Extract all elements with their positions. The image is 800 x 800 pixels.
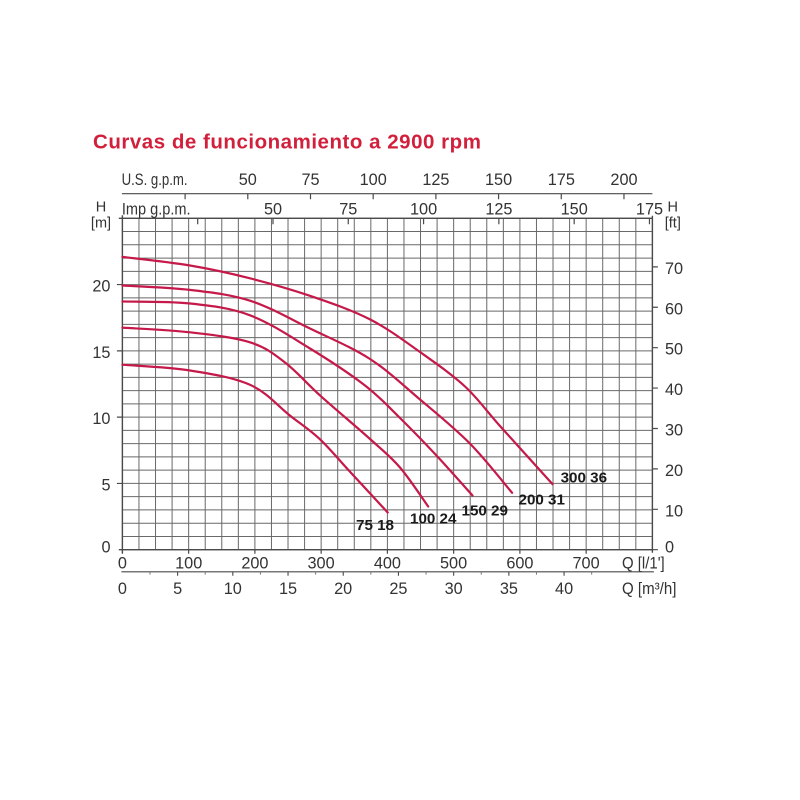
svg-text:20: 20: [92, 278, 110, 296]
svg-text:200: 200: [241, 554, 268, 572]
svg-text:20: 20: [334, 580, 352, 598]
svg-text:75 18: 75 18: [356, 517, 394, 534]
svg-text:15: 15: [92, 344, 110, 362]
svg-text:300 36: 300 36: [561, 470, 607, 487]
svg-text:175: 175: [636, 200, 663, 218]
svg-text:150: 150: [485, 171, 512, 189]
svg-text:150 29: 150 29: [462, 503, 508, 520]
svg-text:H: H: [668, 200, 678, 216]
svg-text:75: 75: [301, 171, 319, 189]
svg-text:70: 70: [665, 260, 683, 278]
svg-text:300: 300: [308, 554, 335, 572]
svg-text:U.S. g.p.m.: U.S. g.p.m.: [122, 171, 188, 189]
svg-text:200 31: 200 31: [519, 492, 566, 509]
svg-text:20: 20: [665, 462, 683, 480]
svg-text:50: 50: [665, 341, 683, 359]
svg-text:100 24: 100 24: [410, 511, 457, 528]
svg-text:100: 100: [175, 554, 202, 572]
svg-text:Curvas de funcionamiento a 290: Curvas de funcionamiento a 2900 rpm: [93, 131, 481, 154]
svg-text:0: 0: [118, 580, 127, 598]
svg-text:100: 100: [410, 200, 437, 218]
svg-text:0: 0: [118, 554, 127, 572]
svg-text:150: 150: [561, 200, 588, 218]
svg-text:50: 50: [264, 200, 282, 218]
svg-text:[ft]: [ft]: [665, 216, 681, 232]
svg-text:60: 60: [665, 300, 683, 318]
svg-text:0: 0: [665, 539, 674, 557]
svg-text:75: 75: [339, 200, 357, 218]
svg-text:40: 40: [665, 381, 683, 399]
svg-text:200: 200: [610, 171, 637, 189]
svg-text:125: 125: [485, 200, 512, 218]
svg-text:25: 25: [389, 580, 407, 598]
svg-text:30: 30: [665, 422, 683, 440]
svg-text:500: 500: [440, 554, 467, 572]
svg-text:5: 5: [101, 476, 110, 494]
svg-text:0: 0: [101, 539, 110, 557]
svg-text:400: 400: [374, 554, 401, 572]
svg-text:600: 600: [506, 554, 533, 572]
svg-text:30: 30: [445, 580, 463, 598]
svg-text:[m]: [m]: [91, 216, 111, 232]
svg-text:700: 700: [573, 554, 600, 572]
svg-text:Q [l/1']: Q [l/1']: [622, 555, 665, 573]
svg-text:10: 10: [665, 502, 683, 520]
svg-text:100: 100: [360, 171, 387, 189]
svg-text:10: 10: [92, 410, 110, 428]
svg-text:5: 5: [173, 580, 182, 598]
svg-text:15: 15: [279, 580, 297, 598]
svg-text:Q [m³/h]: Q [m³/h]: [622, 580, 676, 598]
svg-text:Imp g.p.m.: Imp g.p.m.: [122, 200, 191, 218]
svg-text:35: 35: [500, 580, 518, 598]
svg-text:50: 50: [239, 171, 257, 189]
svg-text:175: 175: [548, 171, 575, 189]
svg-text:H: H: [96, 200, 106, 216]
svg-text:40: 40: [555, 580, 573, 598]
svg-text:10: 10: [224, 580, 242, 598]
svg-text:125: 125: [422, 171, 449, 189]
